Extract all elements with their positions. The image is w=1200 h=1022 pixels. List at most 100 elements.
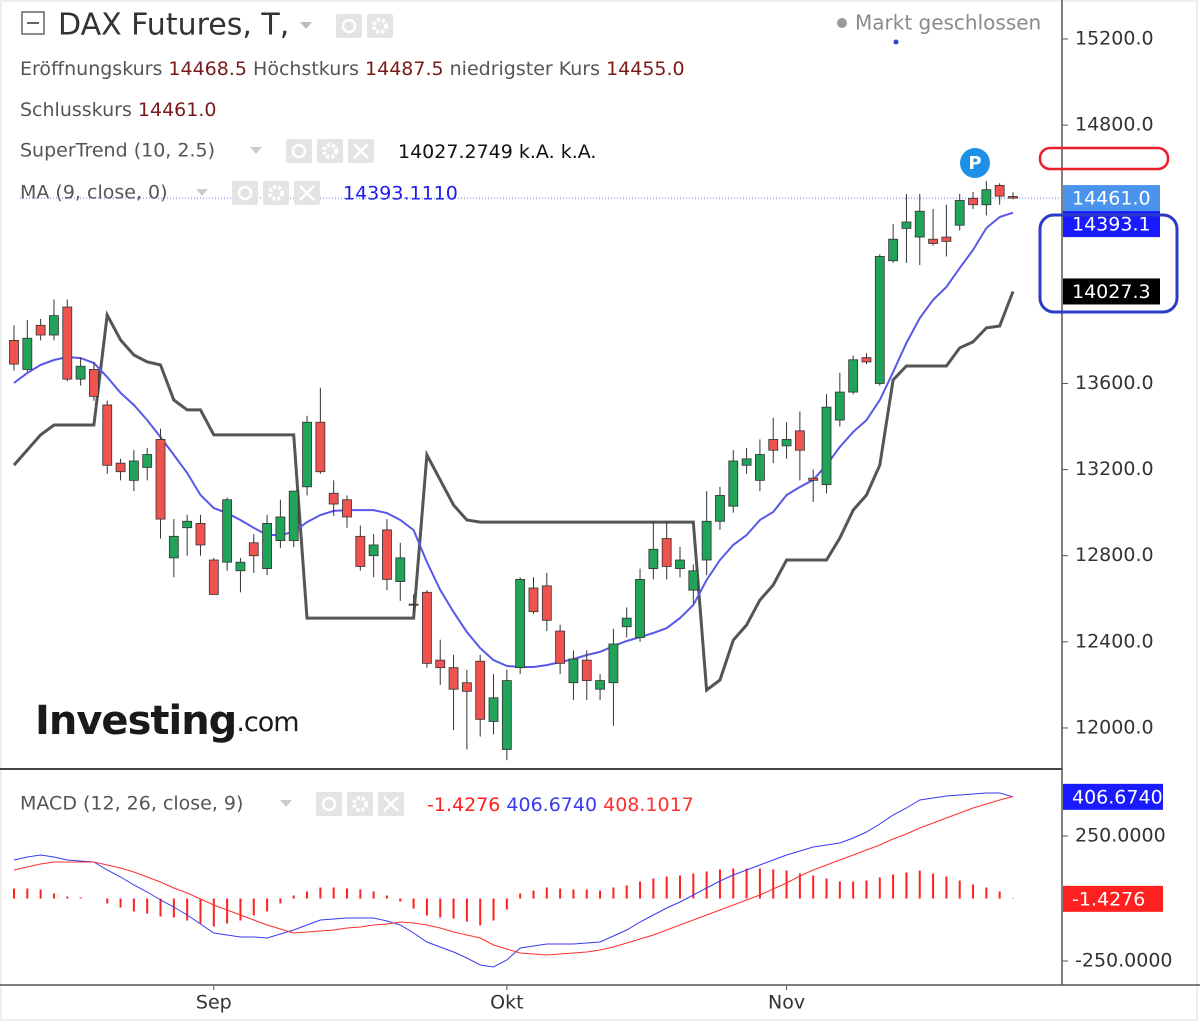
candle-body — [728, 460, 739, 507]
indicator-readout: -1.4276 406.6740 408.1017 — [427, 794, 694, 816]
logo-suffix: .com — [236, 707, 298, 738]
candle-body — [635, 578, 645, 638]
y-tick-label: 14800.0 — [1075, 114, 1154, 136]
series-line — [13, 792, 1014, 968]
candle-body — [808, 477, 819, 481]
dropdown[interactable] — [280, 800, 292, 807]
candle-body — [994, 184, 1005, 197]
icon-gear — [352, 796, 368, 812]
logo-brand: Investing — [35, 698, 236, 744]
candle-body — [395, 557, 406, 582]
candle-body — [741, 458, 752, 466]
price-tag-label: 14027.3 — [1072, 281, 1151, 303]
candle-body — [768, 439, 779, 451]
candle-body — [821, 406, 832, 486]
icon-button[interactable] — [232, 181, 258, 205]
candle-body — [435, 659, 446, 669]
candle-body — [581, 659, 592, 681]
candle-body — [368, 544, 379, 557]
y-tick-label: 250.0000 — [1075, 825, 1166, 847]
candle-body — [661, 538, 672, 567]
dropdown[interactable] — [250, 147, 262, 154]
status-dot — [837, 18, 847, 28]
candle-body — [595, 680, 605, 690]
candle-body — [315, 421, 326, 473]
indicator-name[interactable]: SuperTrend (10, 2.5) — [20, 140, 215, 162]
icon-button[interactable] — [286, 139, 312, 163]
candle-body — [688, 570, 699, 591]
candle-body — [928, 238, 938, 244]
readout-value: k.A. — [561, 141, 597, 163]
price-tag — [1063, 278, 1160, 305]
price-tag-label: 406.6740 — [1072, 786, 1163, 808]
ohlc-value: 14487.5 — [365, 58, 444, 80]
candle-body — [954, 200, 965, 226]
candle-body — [9, 340, 19, 365]
candle-body — [555, 630, 566, 664]
series-line — [12, 290, 1015, 693]
candle-body — [342, 499, 352, 518]
candle-body — [888, 238, 899, 262]
icon-button[interactable] — [347, 792, 373, 816]
candle-body — [901, 221, 912, 229]
price-tag-label: 14461.0 — [1072, 188, 1151, 210]
dropdown[interactable] — [300, 22, 312, 29]
marker-label: P — [968, 153, 981, 174]
candle-body — [475, 660, 486, 720]
y-tick-label: 12000.0 — [1075, 716, 1154, 738]
price-tag — [1063, 185, 1160, 212]
candle-body — [22, 337, 33, 370]
candle-body — [794, 430, 805, 451]
candle-body — [861, 357, 872, 363]
candle-body — [501, 680, 512, 750]
icon-button[interactable] — [317, 139, 343, 163]
annotation-box — [1038, 213, 1179, 314]
icon-button[interactable] — [367, 14, 393, 38]
candle-body — [781, 439, 792, 447]
x-tick-label: Sep — [196, 992, 232, 1014]
candle-body — [648, 548, 659, 570]
x-tick-label: Nov — [768, 992, 805, 1014]
icon-eye — [321, 796, 337, 812]
price-tag — [1063, 783, 1163, 810]
ohlc-label: Höchstkurs — [253, 58, 359, 80]
icon-button[interactable] — [263, 181, 289, 205]
candle-body — [328, 492, 339, 505]
indicator-name[interactable]: MA (9, close, 0) — [20, 182, 168, 204]
x-tick-label: Okt — [490, 992, 523, 1014]
icon-button[interactable] — [316, 792, 342, 816]
indicator-name[interactable]: MACD (12, 26, close, 9) — [20, 793, 243, 815]
candle-body — [62, 306, 73, 380]
dropdown[interactable] — [196, 189, 208, 196]
candle-body — [568, 658, 579, 684]
candle-body — [288, 490, 299, 542]
status-marker — [893, 39, 899, 45]
y-tick-label: 12400.0 — [1075, 630, 1154, 652]
candle-body — [248, 542, 259, 557]
candle-body — [941, 236, 952, 242]
candle-body — [302, 421, 312, 488]
plot: 12000.012400.012800.013200.013600.014000… — [9, 27, 1173, 1014]
icon-gear — [322, 143, 338, 159]
icon-button[interactable] — [336, 14, 362, 38]
candle-body — [235, 561, 246, 572]
readout-value: 14027.2749 — [398, 141, 513, 163]
icon-eye — [341, 18, 357, 34]
series-line — [13, 211, 1014, 668]
candle-body — [408, 603, 419, 606]
candle-body — [874, 256, 885, 384]
candle-body — [1008, 196, 1018, 199]
candle-body — [275, 516, 286, 542]
candle-body — [75, 365, 86, 380]
y-tick-label: 13200.0 — [1075, 458, 1154, 480]
candle-body — [675, 559, 685, 570]
marker-badge[interactable] — [960, 148, 990, 178]
candle-body — [914, 210, 925, 238]
candle-body — [35, 324, 46, 336]
candle-body — [195, 523, 206, 546]
icon-close — [299, 185, 315, 201]
y-tick-label: 13600.0 — [1075, 372, 1154, 394]
candle-body — [701, 520, 712, 561]
candle-body — [115, 462, 126, 473]
